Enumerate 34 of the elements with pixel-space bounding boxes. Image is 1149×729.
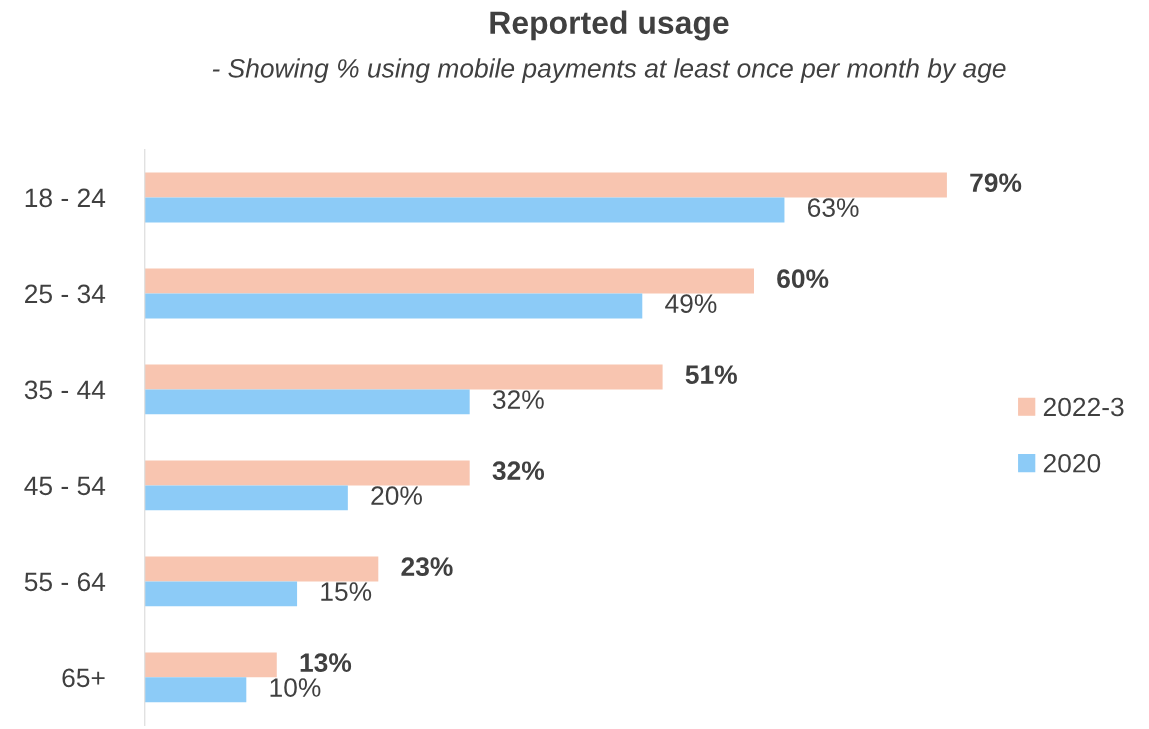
- bar: [144, 652, 277, 678]
- data-label: 20%: [371, 486, 422, 505]
- data-label: 60%: [777, 269, 829, 289]
- y-tick-label: 18 - 24: [25, 188, 106, 208]
- y-tick-label: 55 - 64: [24, 572, 106, 592]
- bar: [144, 677, 247, 703]
- bar: [144, 268, 754, 294]
- chart-title: Reported usage: [490, 10, 729, 41]
- data-label: 79%: [970, 173, 1022, 193]
- data-label: 15%: [321, 582, 372, 601]
- bar: [144, 197, 785, 223]
- bar: [144, 556, 379, 582]
- bar: [144, 364, 663, 390]
- data-label: 63%: [808, 198, 859, 217]
- chart-subtitle: - Showing % using mobile payments at least once per month by age: [212, 58, 1006, 83]
- bar: [144, 485, 348, 511]
- bar: [144, 389, 470, 415]
- y-tick-label: 45 - 54: [24, 476, 106, 496]
- bar: [144, 460, 470, 486]
- legend-label: 2022-3: [1043, 397, 1124, 417]
- y-tick-label: 25 - 34: [25, 284, 106, 304]
- data-label: 32%: [492, 461, 545, 481]
- data-label: 49%: [665, 294, 717, 313]
- legend-label: 2020: [1043, 453, 1101, 473]
- bar: [144, 581, 298, 607]
- data-label: 51%: [685, 365, 737, 385]
- y-tick-label: 35 - 44: [24, 380, 106, 400]
- data-label: 32%: [492, 390, 544, 409]
- bar: [144, 172, 947, 198]
- data-label: 23%: [401, 557, 453, 577]
- y-tick-label: 65+: [62, 668, 105, 688]
- data-label: 13%: [300, 653, 352, 673]
- bar: [144, 293, 643, 319]
- data-label: 10%: [270, 678, 321, 697]
